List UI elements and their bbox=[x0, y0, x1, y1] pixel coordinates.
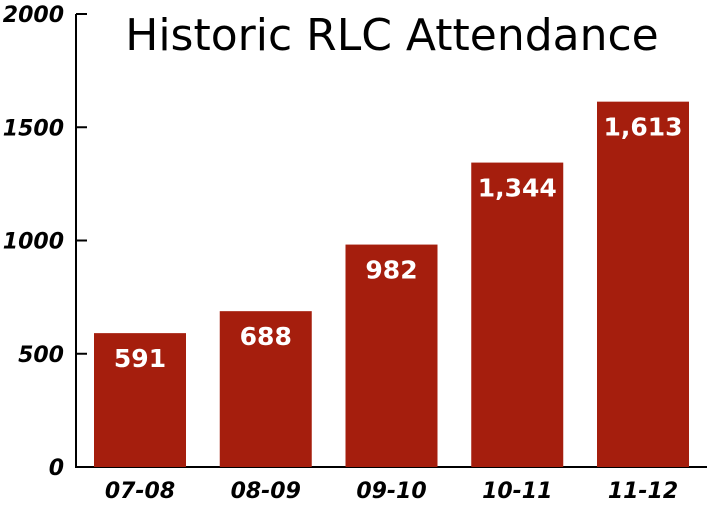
y-axis: 0 500 1000 1500 2000 bbox=[3, 3, 87, 481]
y-tick-label: 2000 bbox=[3, 3, 64, 28]
y-tick-label: 0 bbox=[49, 456, 64, 481]
bar bbox=[597, 101, 689, 467]
x-category-label: 09-10 bbox=[356, 479, 426, 504]
bar bbox=[94, 333, 186, 467]
x-axis: 07-08 08-09 09-10 10-11 11-12 bbox=[105, 479, 678, 504]
x-category-label: 07-08 bbox=[105, 479, 175, 504]
x-category-label: 08-09 bbox=[231, 479, 301, 504]
y-tick-label: 500 bbox=[18, 343, 64, 368]
x-category-label: 10-11 bbox=[482, 479, 552, 504]
y-tick-label: 1000 bbox=[3, 230, 64, 255]
bar-value-label: 1,613 bbox=[603, 113, 682, 142]
bar bbox=[471, 162, 564, 468]
bar bbox=[219, 311, 312, 467]
bar-value-label: 982 bbox=[365, 256, 417, 285]
bar-value-label: 688 bbox=[240, 322, 292, 351]
bar-value-label: 1,344 bbox=[478, 174, 557, 203]
bar-value-label: 591 bbox=[114, 344, 166, 373]
bar bbox=[345, 244, 438, 467]
y-tick-label: 1500 bbox=[3, 116, 64, 141]
bars: 591 688 982 1,344 1,613 bbox=[94, 101, 689, 468]
x-category-label: 11-12 bbox=[608, 479, 678, 504]
chart-title: Historic RLC Attendance bbox=[125, 10, 659, 61]
